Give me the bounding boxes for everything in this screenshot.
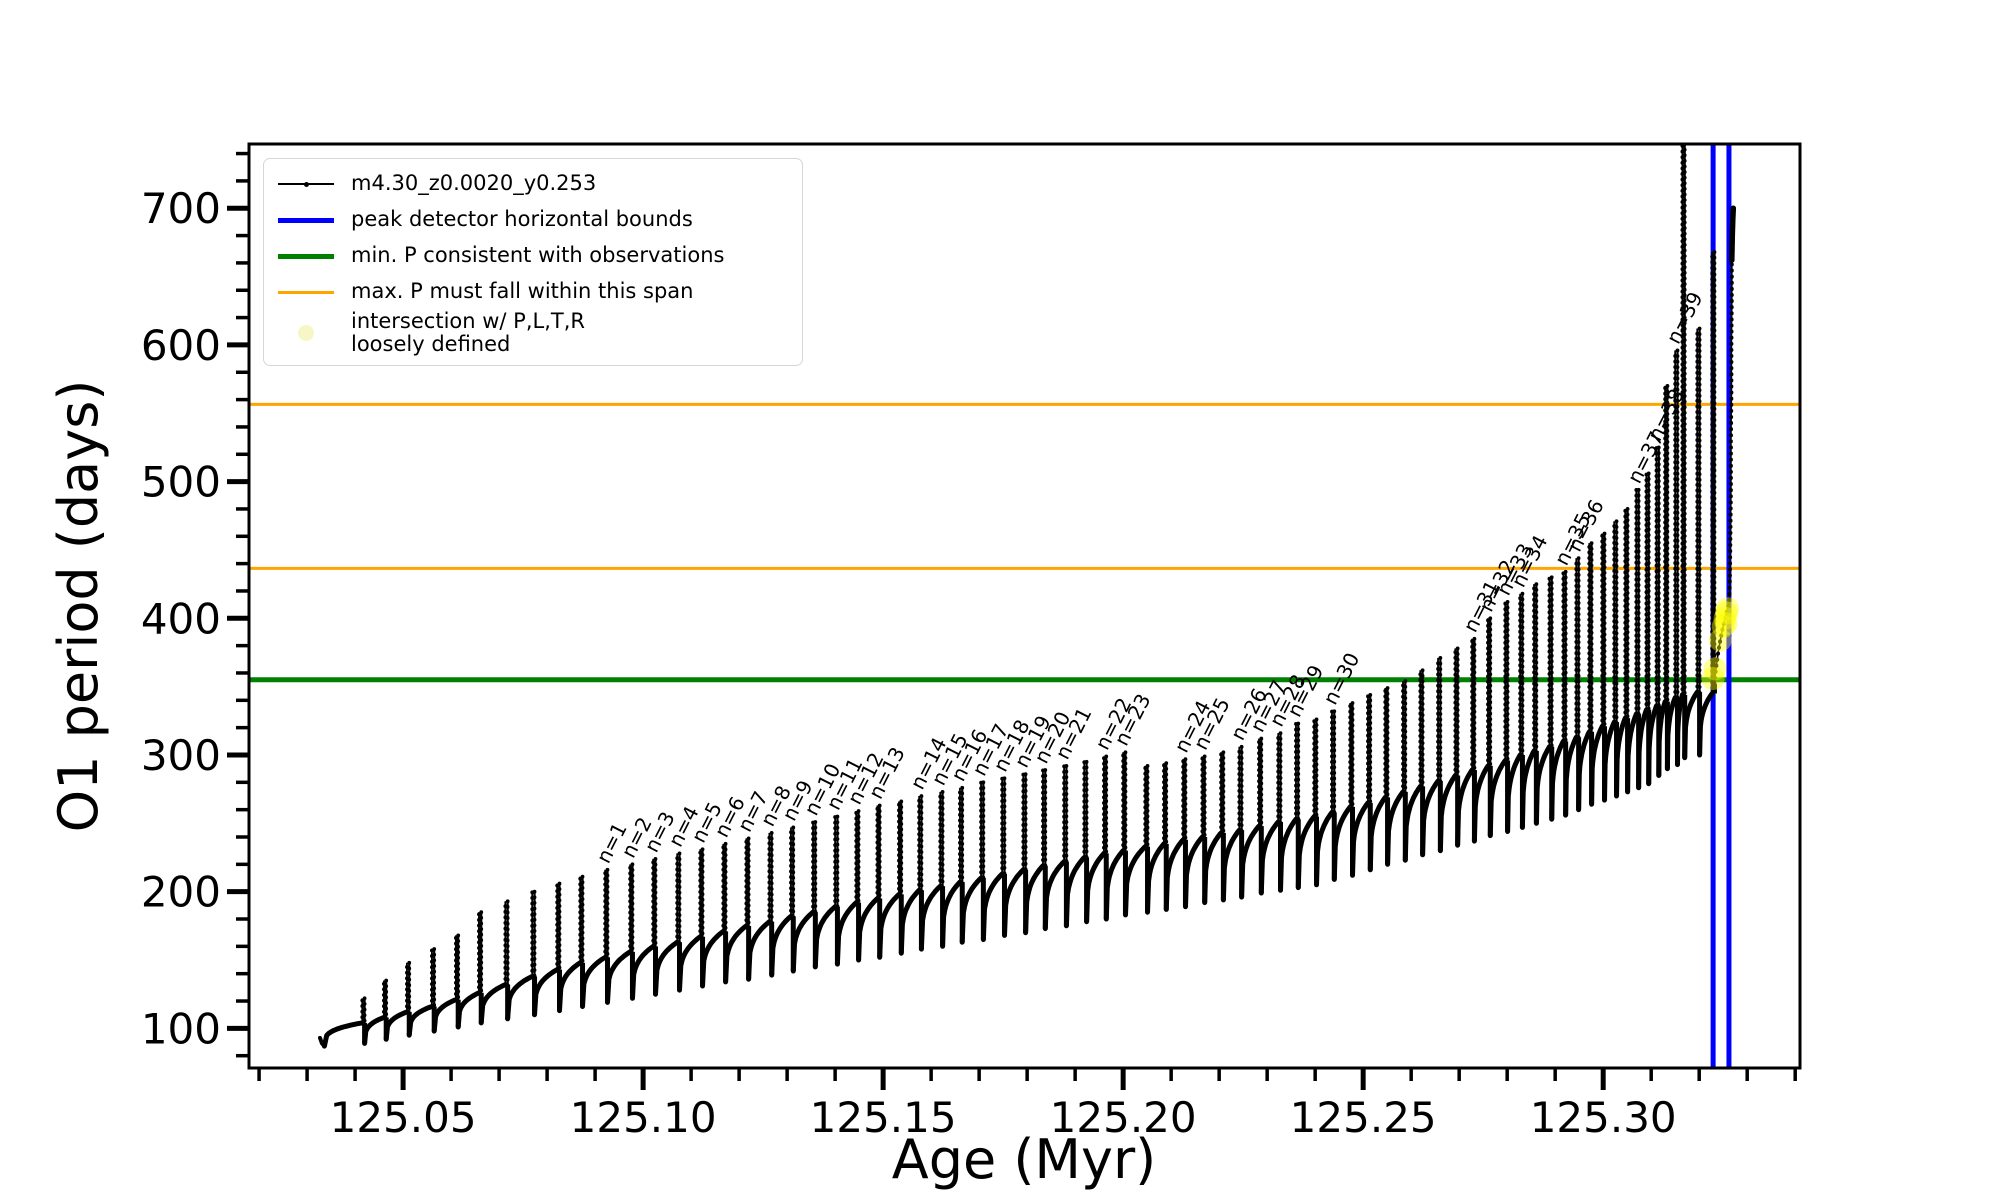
legend-label-min-p: min. P consistent with observations xyxy=(351,243,725,268)
legend-item-intersection: intersection w/ P,L,T,R loosely defined xyxy=(271,309,792,357)
intersection-marker xyxy=(1715,601,1739,625)
x-tick-label: 125.30 xyxy=(1530,1093,1677,1142)
y-axis-title: O1 period (days) xyxy=(47,380,110,833)
intersection-marker xyxy=(1708,628,1732,652)
intersection-marker xyxy=(1714,612,1738,636)
x-tick-label: 125.20 xyxy=(1050,1093,1197,1142)
legend: m4.30_z0.0020_y0.253 peak detector horiz… xyxy=(263,158,803,367)
intersection-marker xyxy=(1713,606,1737,630)
yellow-dot-icon xyxy=(278,325,334,342)
axes-layer: 125.05 125.10 125.15 125.20 125.25 125.30 100 2… xyxy=(141,142,1802,1142)
x-tick-label: 125.05 xyxy=(330,1093,477,1142)
y-tick-label: 100 xyxy=(141,1004,221,1053)
plot-frame xyxy=(247,142,1802,1070)
series-line-dot-icon xyxy=(278,181,334,187)
orange-line-icon xyxy=(278,290,334,294)
y-tick-label: 600 xyxy=(141,321,221,370)
legend-item-peak-bounds: peak detector horizontal bounds xyxy=(271,202,792,238)
series-curve xyxy=(318,144,1737,1049)
y-tick-label: 200 xyxy=(141,868,221,917)
y-tick-label: 300 xyxy=(141,731,221,780)
y-tick-label: 700 xyxy=(141,184,221,233)
legend-item-min-p: min. P consistent with observations xyxy=(271,238,792,274)
intersection-marker xyxy=(1703,657,1727,681)
intersection-marker xyxy=(1701,666,1725,690)
legend-label-peak-bounds: peak detector horizontal bounds xyxy=(351,207,693,232)
legend-label-series: m4.30_z0.0020_y0.253 xyxy=(351,171,597,196)
legend-item-max-p: max. P must fall within this span xyxy=(271,274,792,310)
intersection-marker xyxy=(1716,597,1740,621)
legend-label-max-p: max. P must fall within this span xyxy=(351,279,694,304)
x-axis-title: Age (Myr) xyxy=(892,1128,1157,1191)
intersection-marker xyxy=(1711,615,1735,639)
blue-line-icon xyxy=(278,217,334,223)
x-tick-label: 125.15 xyxy=(810,1093,957,1142)
x-tick-label: 125.10 xyxy=(570,1093,717,1142)
y-tick-label: 500 xyxy=(141,458,221,507)
legend-item-series: m4.30_z0.0020_y0.253 xyxy=(271,166,792,202)
y-tick-label: 400 xyxy=(141,594,221,643)
x-tick-label: 125.25 xyxy=(1290,1093,1437,1142)
legend-label-intersection: intersection w/ P,L,T,R loosely defined xyxy=(351,309,585,357)
green-line-icon xyxy=(278,253,334,259)
data-layer xyxy=(318,144,1737,1049)
